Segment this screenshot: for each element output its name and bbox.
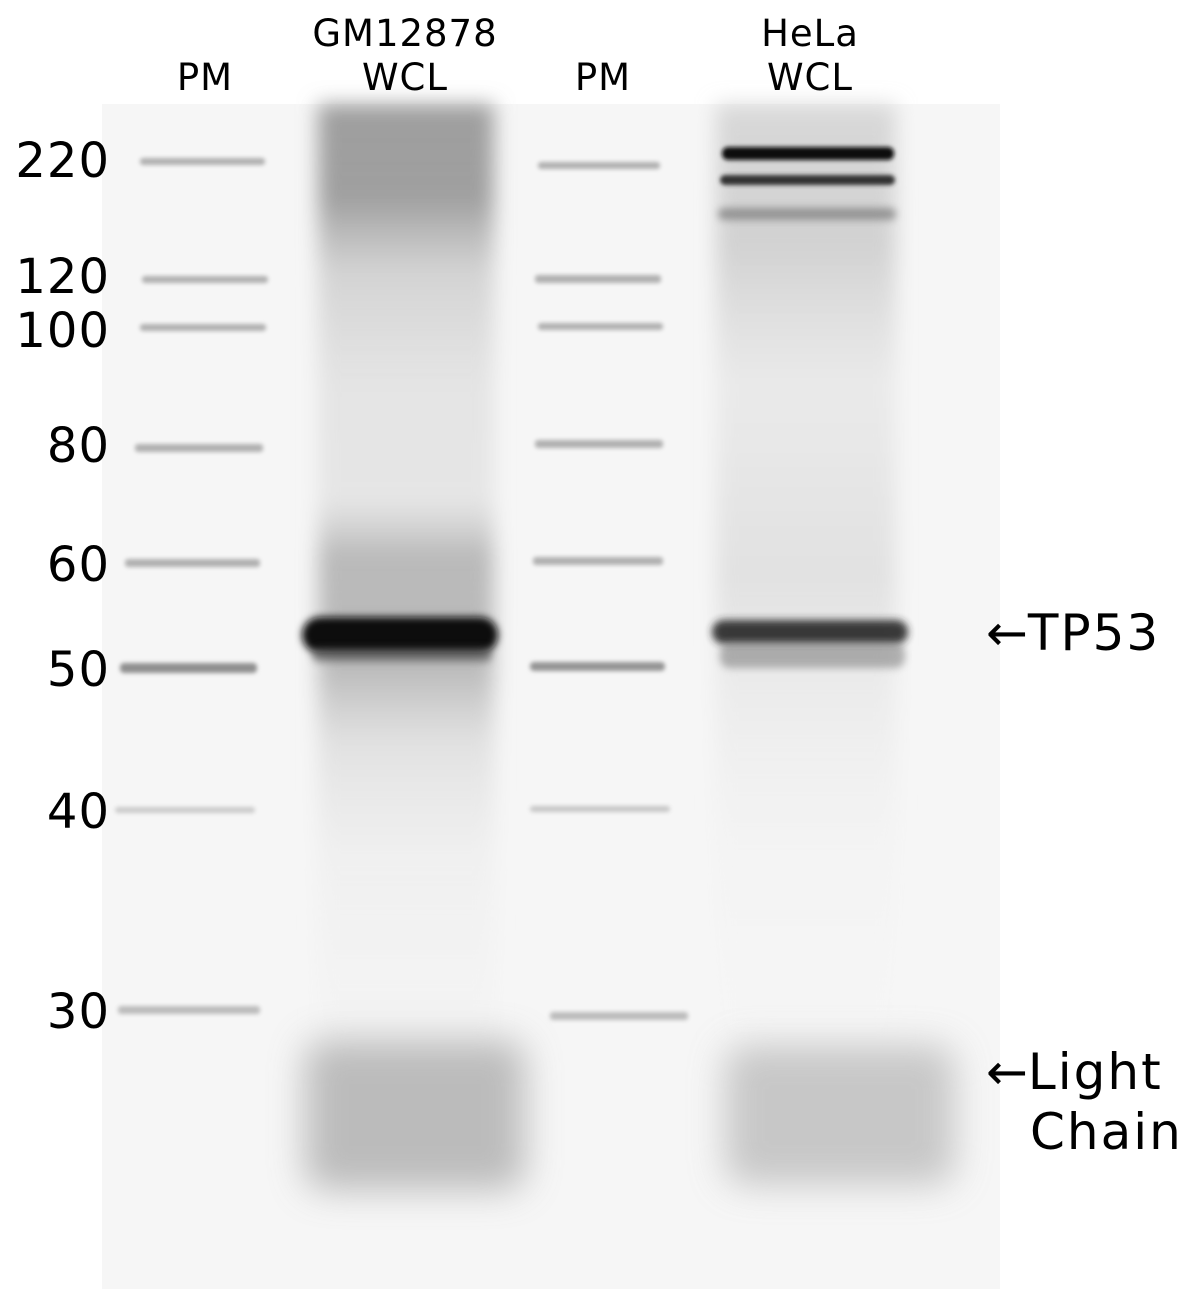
mw-marker-50: 50: [46, 642, 110, 698]
mw-marker-40: 40: [46, 784, 110, 840]
mw-marker-100: 100: [15, 303, 110, 359]
band-hela-tp53: [712, 620, 908, 644]
mw-marker-120: 120: [15, 249, 110, 305]
band-gm-tp53: [302, 617, 498, 653]
annotation-light-chain-line2: Chain: [1030, 1103, 1183, 1161]
lane-gm-light-chain: [305, 1040, 525, 1190]
lane-label-pm1: PM: [176, 56, 234, 99]
arrow-left-icon: ←: [986, 604, 1028, 662]
band-hela-high-1: [722, 147, 894, 160]
annotation-tp53: ←TP53: [986, 603, 1160, 663]
lane-gm-smear: [318, 104, 494, 1044]
lane-label-hela: HeLa WCL: [761, 12, 859, 99]
lane-label-gm12878: GM12878 WCL: [312, 12, 498, 99]
lane-hela-light-chain: [725, 1045, 955, 1185]
lane-label-pm2: PM: [574, 56, 632, 99]
arrow-left-icon: ←: [986, 1043, 1028, 1101]
mw-marker-60: 60: [46, 537, 110, 593]
band-hela-high-2: [720, 175, 895, 185]
ladder-pm2: [530, 162, 688, 1020]
annotation-tp53-label: TP53: [1027, 604, 1161, 662]
mw-marker-220: 220: [15, 133, 110, 189]
annotation-light-chain: ←Light Chain: [986, 1042, 1183, 1162]
lane-hela-smear: [716, 104, 896, 1044]
annotation-light-chain-line1: Light: [1027, 1043, 1163, 1101]
mw-marker-80: 80: [46, 418, 110, 474]
ladder-pm1: [115, 158, 268, 1014]
mw-marker-30: 30: [46, 984, 110, 1040]
